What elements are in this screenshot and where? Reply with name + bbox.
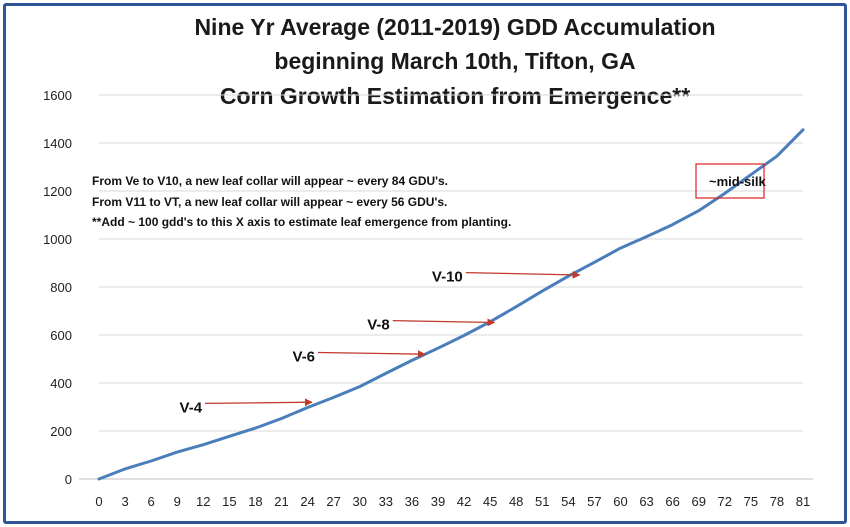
- x-tick-label: 54: [561, 494, 575, 509]
- y-tick-label: 400: [50, 376, 72, 391]
- x-tick-label: 72: [718, 494, 732, 509]
- x-tick-label: 18: [248, 494, 262, 509]
- y-tick-label: 0: [65, 472, 72, 487]
- x-tick-label: 42: [457, 494, 471, 509]
- note-line-1: From Ve to V10, a new leaf collar will a…: [92, 174, 448, 188]
- y-tick-label: 1600: [43, 88, 72, 103]
- x-tick-label: 39: [431, 494, 445, 509]
- mid-silk-callout: ~mid-silk: [695, 163, 766, 199]
- x-tick-label: 60: [613, 494, 627, 509]
- y-tick-label: 800: [50, 280, 72, 295]
- grid-lines: [99, 94, 803, 432]
- stage-label-V-10: V-10: [432, 269, 463, 286]
- x-tick-label: 27: [326, 494, 340, 509]
- callout-label: ~mid-silk: [709, 174, 766, 189]
- chart-title: Nine Yr Average (2011-2019) GDD Accumula…: [194, 14, 715, 109]
- x-tick-label: 33: [379, 494, 393, 509]
- callout-box: [695, 163, 765, 199]
- series-group: [97, 128, 805, 481]
- note-line-2: From V11 to VT, a new leaf collar will a…: [92, 195, 447, 209]
- stage-arrow-V-10: [465, 270, 581, 279]
- y-tick-label: 600: [50, 328, 72, 343]
- y-tick-label: 1400: [43, 136, 72, 151]
- x-tick-label: 57: [587, 494, 601, 509]
- y-tick-label: 1000: [43, 232, 72, 247]
- notes-text: From Ve to V10, a new leaf collar will a…: [92, 174, 511, 229]
- x-tick-label: 3: [121, 494, 128, 509]
- x-tick-label: 69: [691, 494, 705, 509]
- note-line-3: **Add ~ 100 gdd's to this X axis to esti…: [92, 215, 511, 229]
- x-tick-label: 30: [353, 494, 367, 509]
- x-tick-label: 48: [509, 494, 523, 509]
- y-tick-label: 1200: [43, 184, 72, 199]
- series-line-0: [97, 128, 805, 481]
- x-tick-label: 12: [196, 494, 210, 509]
- x-tick-label: 9: [174, 494, 181, 509]
- x-tick-label: 63: [639, 494, 653, 509]
- growth-stage-annotations: V-4 V-6 V-8 V-10: [180, 269, 581, 416]
- chart-title-line-3: Corn Growth Estimation from Emergence**: [220, 83, 690, 109]
- chart-title-line-2: beginning March 10th, Tifton, GA: [274, 48, 635, 74]
- x-tick-label: 0: [95, 494, 102, 509]
- stage-label-V-8: V-8: [367, 317, 390, 334]
- y-axis-ticks: 0 200 400 600 800 1000 1200 1400 1600: [43, 88, 72, 487]
- x-axis-ticks: 0 3 6 9 12 15 18 21 24 27 30 33 36 39 42 45 48 51 54 57 60 63…: [95, 494, 810, 509]
- stage-arrow-V-6: [318, 350, 426, 358]
- y-tick-label: 200: [50, 424, 72, 439]
- stage-label-V-4: V-4: [180, 399, 203, 416]
- stage-arrow-V-4: [205, 398, 313, 407]
- x-tick-label: 51: [535, 494, 549, 509]
- stage-label-V-6: V-6: [293, 349, 316, 366]
- chart-frame: Nine Yr Average (2011-2019) GDD Accumula…: [3, 3, 847, 524]
- x-tick-label: 75: [744, 494, 758, 509]
- x-tick-label: 81: [796, 494, 810, 509]
- chart-svg: Nine Yr Average (2011-2019) GDD Accumula…: [43, 14, 813, 509]
- x-tick-label: 6: [148, 494, 155, 509]
- x-tick-label: 66: [665, 494, 679, 509]
- chart-title-line-1: Nine Yr Average (2011-2019) GDD Accumula…: [194, 14, 715, 40]
- x-tick-label: 21: [274, 494, 288, 509]
- x-tick-label: 15: [222, 494, 236, 509]
- x-tick-label: 45: [483, 494, 497, 509]
- x-tick-label: 78: [770, 494, 784, 509]
- x-tick-label: 36: [405, 494, 419, 509]
- stage-arrow-V-8: [392, 318, 496, 327]
- x-tick-label: 24: [300, 494, 314, 509]
